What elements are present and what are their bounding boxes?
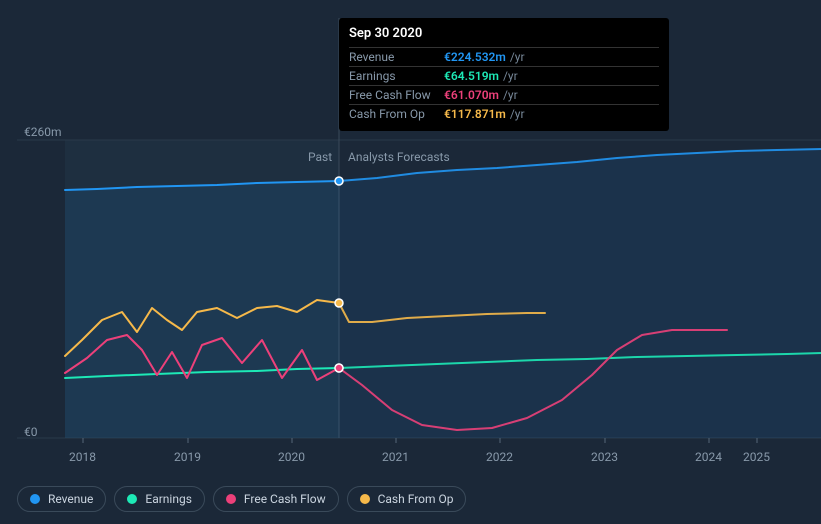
y-axis-label-max: €260m (24, 125, 62, 139)
tooltip-date: Sep 30 2020 (349, 26, 659, 41)
tooltip-metric-value: €61.070m (444, 88, 499, 102)
legend-label: Revenue (48, 492, 93, 506)
tooltip-metric-unit: /yr (503, 69, 518, 83)
tooltip-metric-value: €117.871m (444, 107, 506, 121)
tooltip-row: Earnings€64.519m/yr (349, 66, 659, 85)
legend-swatch (127, 494, 137, 504)
tooltip-metric-label: Free Cash Flow (349, 88, 444, 102)
tooltip-metric-unit: /yr (510, 107, 525, 121)
x-axis-label: 2024 (695, 450, 722, 464)
legend-swatch (360, 494, 370, 504)
legend-item-revenue[interactable]: Revenue (17, 486, 106, 512)
tooltip-metric-label: Revenue (349, 50, 444, 64)
x-axis-label: 2022 (486, 450, 513, 464)
tooltip-metric-unit: /yr (503, 88, 518, 102)
chart-tooltip: Sep 30 2020 Revenue€224.532m/yrEarnings€… (339, 18, 669, 131)
tooltip-metric-label: Earnings (349, 69, 444, 83)
section-label-forecast: Analysts Forecasts (348, 150, 450, 164)
tooltip-metric-value: €64.519m (444, 69, 499, 83)
tooltip-row: Cash From Op€117.871m/yr (349, 104, 659, 123)
x-axis-label: 2023 (591, 450, 618, 464)
tooltip-row: Free Cash Flow€61.070m/yr (349, 85, 659, 104)
tooltip-row: Revenue€224.532m/yr (349, 47, 659, 66)
y-axis-label-min: €0 (24, 425, 38, 439)
legend-label: Free Cash Flow (244, 492, 326, 506)
legend-label: Earnings (145, 492, 192, 506)
legend-swatch (226, 494, 236, 504)
chart-legend: Revenue Earnings Free Cash Flow Cash From O… (17, 486, 466, 512)
x-axis-label: 2021 (382, 450, 409, 464)
legend-item-earnings[interactable]: Earnings (114, 486, 205, 512)
section-label-past: Past (308, 150, 332, 164)
x-axis-label: 2025 (743, 450, 770, 464)
legend-label: Cash From Op (378, 492, 454, 506)
x-axis-label: 2018 (69, 450, 96, 464)
legend-swatch (30, 494, 40, 504)
tooltip-metric-value: €224.532m (444, 50, 506, 64)
financial-forecast-chart: €260m €0 Past Analysts Forecasts 2018 201… (17, 0, 807, 524)
tooltip-metric-label: Cash From Op (349, 107, 444, 121)
x-axis-label: 2019 (174, 450, 201, 464)
legend-item-free-cash-flow[interactable]: Free Cash Flow (213, 486, 339, 512)
x-axis-label: 2020 (278, 450, 305, 464)
legend-item-cash-from-op[interactable]: Cash From Op (347, 486, 467, 512)
tooltip-metric-unit: /yr (510, 50, 525, 64)
